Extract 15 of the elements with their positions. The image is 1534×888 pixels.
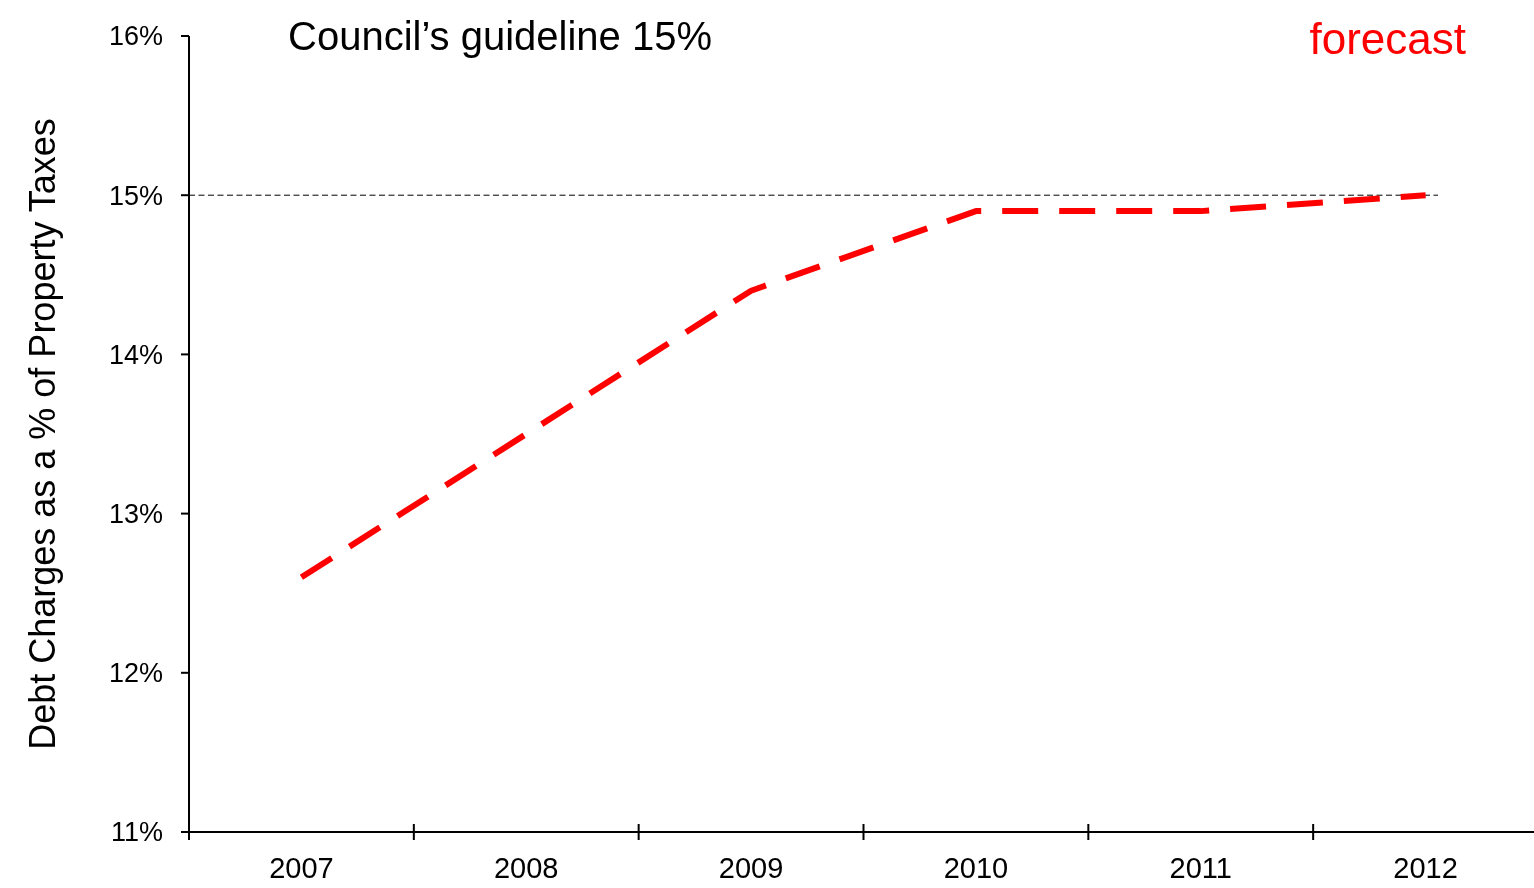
y-tick-label: 15% <box>108 180 163 211</box>
x-tick-label: 2010 <box>943 852 1009 884</box>
x-tick-label: 2007 <box>269 852 334 884</box>
ref-line-label: Council’s guideline 15% <box>288 14 712 58</box>
x-tick-label: 2009 <box>718 852 784 884</box>
y-tick-label: 16% <box>108 21 163 52</box>
y-axis-title: Debt Charges as a % of Property Taxes <box>22 118 63 750</box>
annotation: forecast <box>1309 14 1466 63</box>
y-tick-label: 13% <box>108 499 163 530</box>
y-tick-label: 12% <box>108 658 163 689</box>
y-tick-label: 14% <box>108 339 163 370</box>
x-tick-label: 2008 <box>493 852 559 884</box>
y-tick-label: 11% <box>110 817 163 848</box>
x-tick-label: 2012 <box>1393 852 1458 884</box>
x-tick-label: 2011 <box>1169 852 1232 884</box>
